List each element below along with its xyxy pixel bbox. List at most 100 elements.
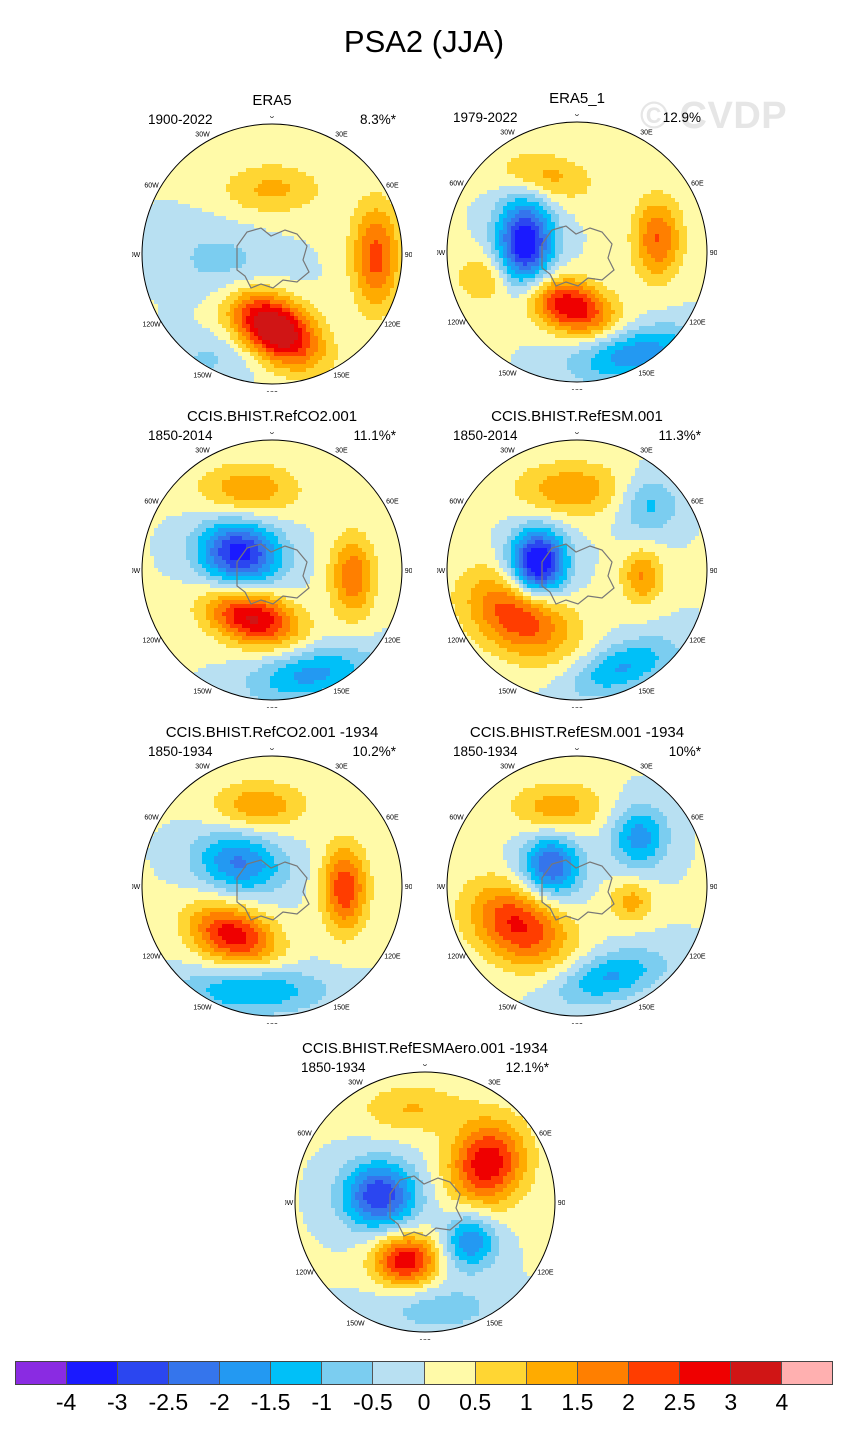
longitude-label: 150W: [193, 372, 212, 379]
colorbar-swatch: [67, 1362, 119, 1384]
colorbar-tick-label: -4: [56, 1388, 76, 1416]
anomaly-field: [142, 440, 402, 700]
longitude-label: 60E: [386, 815, 399, 822]
longitude-label: 30E: [640, 130, 653, 137]
anomaly-field: [447, 440, 707, 700]
colorbar-tick-label: -1.5: [251, 1388, 291, 1416]
panel-title: CCIS.BHIST.RefESM.001: [437, 408, 717, 426]
cvdp-watermark: © CVDP: [640, 96, 787, 136]
panel-period: 1979-2022: [453, 110, 518, 126]
colorbar-swatch: [781, 1362, 832, 1384]
longitude-label: 90E: [710, 884, 717, 891]
colorbar-tick-label: 1.5: [561, 1388, 593, 1416]
longitude-label: 150W: [193, 688, 212, 695]
antarctica-coastline: [541, 225, 615, 287]
longitude-label: 0: [270, 116, 274, 120]
longitude-label: 120W: [142, 954, 161, 961]
panel-period: 1850-2014: [148, 428, 213, 444]
colorbar-swatch: [730, 1362, 782, 1384]
panel-period: 1850-1934: [148, 744, 213, 760]
figure-title: PSA2 (JJA): [0, 22, 848, 62]
longitude-label: 90W: [437, 568, 446, 575]
map-boundary: [141, 439, 403, 701]
longitude-label: 150W: [498, 370, 517, 377]
anomaly-field: [447, 122, 707, 382]
longitude-label: 90W: [437, 250, 446, 257]
longitude-label: 120W: [447, 638, 466, 645]
longitude-label: 60E: [691, 815, 704, 822]
antarctica-coastline: [236, 227, 310, 289]
longitude-label: 60E: [691, 499, 704, 506]
map-boundary: [446, 439, 708, 701]
longitude-label: 60E: [386, 499, 399, 506]
longitude-label: 180: [266, 1023, 278, 1024]
longitude-label: 0: [270, 432, 274, 436]
longitude-label: 60W: [144, 499, 159, 506]
anomaly-field: [447, 756, 707, 1016]
longitude-label: 150E: [486, 1320, 503, 1327]
longitude-label: 150E: [333, 688, 350, 695]
longitude-label: 30W: [195, 132, 210, 139]
longitude-label: 30E: [335, 764, 348, 771]
colorbar-swatch: [526, 1362, 578, 1384]
colorbar-swatch: [16, 1362, 68, 1384]
longitude-label: 90W: [285, 1200, 294, 1207]
polar-map: 0 30E 60E 90E 120E 150E 180 150W 120W 90W 60W 30W: [437, 114, 717, 390]
map-boundary: [446, 121, 708, 383]
longitude-label: 120E: [689, 638, 706, 645]
longitude-label: 180: [419, 1339, 431, 1340]
polar-map: 0 30E 60E 90E 120E 150E 180 150W 120W 90W 60W 30W: [285, 1064, 565, 1340]
panel-period: 1900-2022: [148, 112, 213, 128]
longitude-label: 60W: [144, 815, 159, 822]
panel-title: ERA5_1: [437, 90, 717, 108]
map-panel-era5-1: ERA5_1 1979-2022 12.9% 0 30E 60E 90E 120E 150…: [437, 90, 717, 390]
colorbar-swatch: [475, 1362, 527, 1384]
longitude-label: 120W: [447, 954, 466, 961]
longitude-label: 120W: [142, 322, 161, 329]
antarctica-coastline: [236, 859, 310, 921]
longitude-label: 120E: [384, 954, 401, 961]
colorbar-swatch: [271, 1362, 323, 1384]
longitude-label: 90W: [437, 884, 446, 891]
longitude-label: 30E: [640, 448, 653, 455]
longitude-label: 60W: [449, 181, 464, 188]
longitude-label: 90E: [405, 884, 412, 891]
longitude-label: 90E: [558, 1200, 565, 1207]
colorbar-swatch: [220, 1362, 272, 1384]
longitude-label: 90W: [132, 568, 141, 575]
colorbar-swatch: [424, 1362, 476, 1384]
panel-percent: 11.3%*: [658, 428, 701, 444]
map-boundary: [141, 123, 403, 385]
longitude-label: 150E: [638, 370, 655, 377]
longitude-label: 0: [575, 114, 579, 118]
longitude-label: 0: [575, 748, 579, 752]
polar-map: 0 30E 60E 90E 120E 150E 180 150W 120W 90W 60W 30W: [132, 432, 412, 708]
longitude-label: 150W: [193, 1004, 212, 1011]
longitude-label: 0: [270, 748, 274, 752]
panel-title: CCIS.BHIST.RefESMAero.001 -1934: [285, 1040, 565, 1058]
longitude-label: 60W: [144, 183, 159, 190]
longitude-label: 60E: [539, 1131, 552, 1138]
longitude-label: 30E: [335, 132, 348, 139]
longitude-label: 180: [266, 707, 278, 708]
colorbar-swatch: [118, 1362, 170, 1384]
map-panel-refco2: CCIS.BHIST.RefCO2.001 1850-2014 11.1%* 0…: [132, 408, 412, 708]
longitude-label: 180: [571, 707, 583, 708]
colorbar-swatch: [169, 1362, 221, 1384]
map-panel-refco2-1934: CCIS.BHIST.RefCO2.001 -1934 1850-1934 10…: [132, 724, 412, 1024]
colorbar-swatch: [679, 1362, 731, 1384]
colorbar: [15, 1361, 833, 1385]
longitude-label: 120E: [384, 322, 401, 329]
colorbar-tick-label: 0.5: [459, 1388, 491, 1416]
colorbar-tick-label: -3: [107, 1388, 127, 1416]
panel-percent: 11.1%*: [353, 428, 396, 444]
longitude-label: 60W: [449, 499, 464, 506]
longitude-label: 90E: [710, 250, 717, 257]
colorbar-swatch: [322, 1362, 374, 1384]
panel-percent: 10%*: [669, 744, 701, 760]
longitude-label: 120W: [142, 638, 161, 645]
longitude-label: 60E: [386, 183, 399, 190]
panel-period: 1850-1934: [301, 1060, 366, 1076]
panel-title: CCIS.BHIST.RefCO2.001 -1934: [132, 724, 412, 742]
longitude-label: 150E: [333, 1004, 350, 1011]
